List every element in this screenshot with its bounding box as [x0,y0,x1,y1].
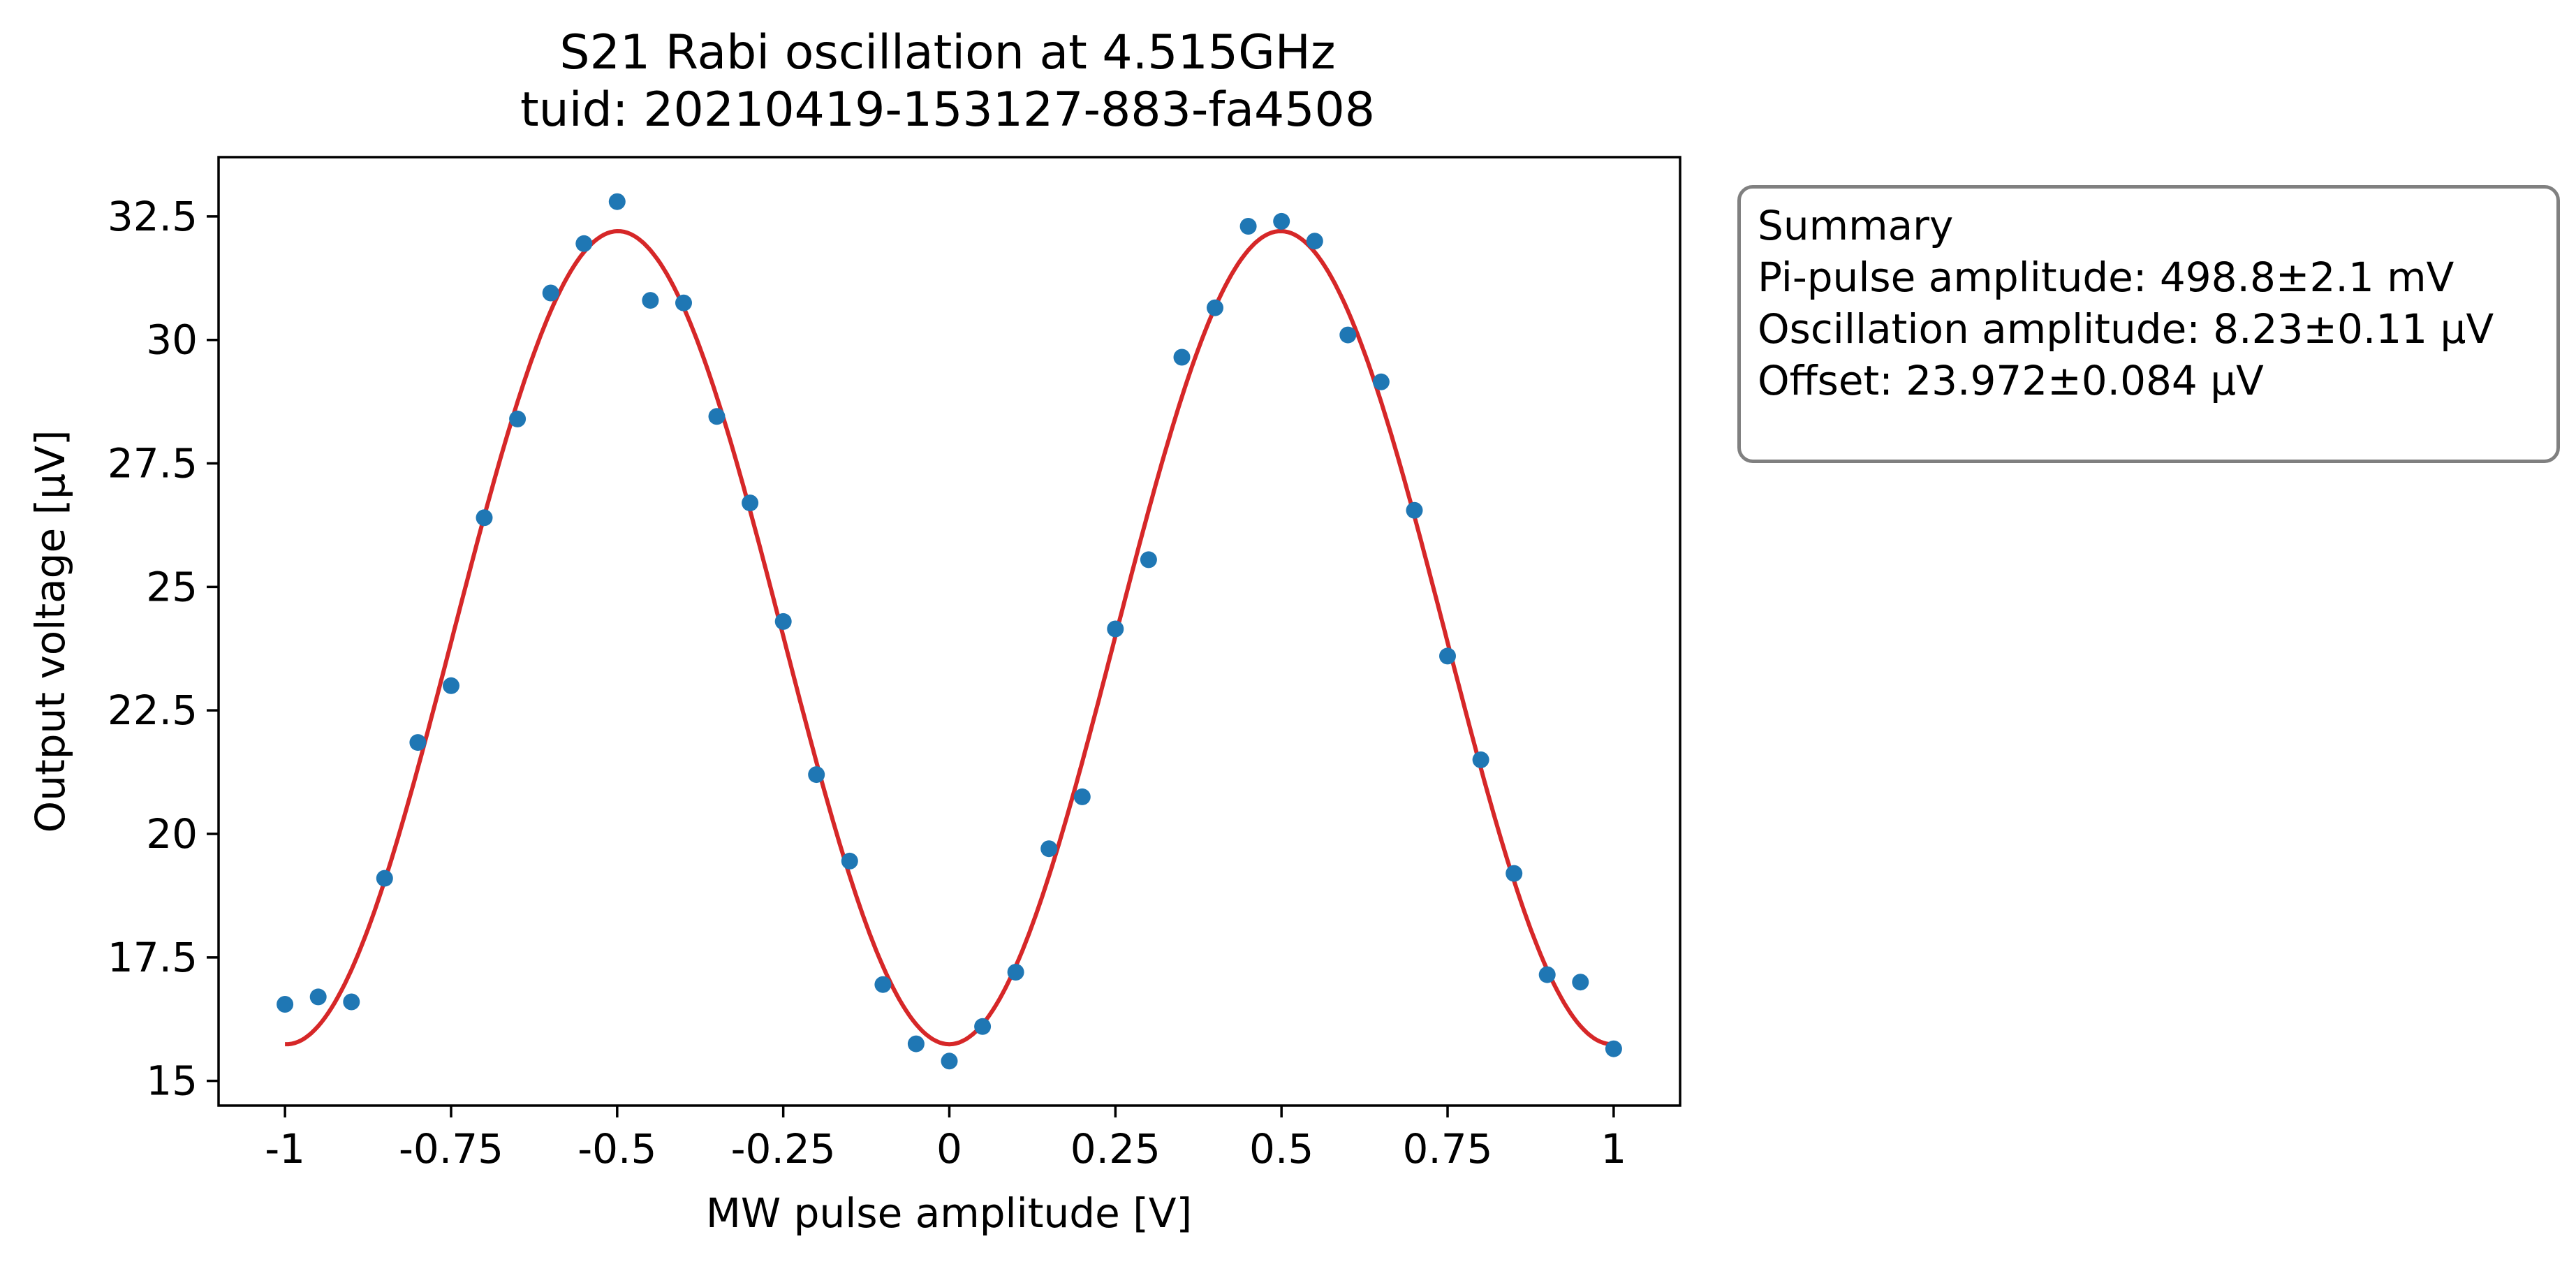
summary-oscillation: Oscillation amplitude: 8.23±0.11 μV [1758,305,2494,353]
chart-title: S21 Rabi oscillation at 4.515GHz [559,25,1335,80]
data-point [1372,373,1390,390]
y-tick-label: 25 [146,563,198,610]
data-point [1472,751,1489,768]
x-tick-label: -0.5 [577,1125,656,1173]
data-point [608,193,626,210]
data-point [941,1052,958,1070]
data-point [509,410,527,427]
summary-pi-pulse: Pi-pulse amplitude: 498.8±2.1 mV [1758,254,2454,301]
y-tick-label: 17.5 [108,934,198,981]
data-point [1140,551,1157,569]
y-axis-label: Output voltage [μV] [27,430,74,833]
fit-curve [285,229,1614,1047]
data-point [642,292,659,309]
x-tick-label: -1 [265,1125,305,1173]
plot-frame [217,156,1681,1107]
data-point [476,509,493,527]
x-tick-label: -0.75 [399,1125,503,1173]
data-point [1173,349,1191,366]
data-point [409,734,427,751]
data-point [808,766,825,784]
data-point [1207,299,1223,316]
data-point [1439,647,1456,665]
x-tick-label: 0 [936,1125,962,1173]
data-point [1339,326,1357,344]
data-point [1073,788,1091,805]
x-tick-label: 0.5 [1249,1125,1313,1173]
data-point [1605,1040,1622,1057]
summary-heading: Summary [1758,202,1954,249]
data-point [1506,865,1523,882]
data-point [708,408,726,425]
data-point [1306,233,1323,250]
data-point [1406,501,1423,519]
x-tick-label: 0.25 [1070,1125,1161,1173]
x-tick-label: 1 [1600,1125,1626,1173]
data-point [774,613,792,630]
y-tick-label: 22.5 [108,687,198,734]
data-point [974,1018,992,1035]
x-axis-label: MW pulse amplitude [V] [706,1189,1192,1237]
data-point [841,852,858,870]
y-tick-label: 15 [146,1057,198,1105]
summary-offset: Offset: 23.972±0.084 μV [1758,357,2264,404]
summary-box: Summary Pi-pulse amplitude: 498.8±2.1 mV… [1737,185,2560,463]
data-points [277,193,1622,1070]
data-point [309,988,327,1006]
chart-subtitle: tuid: 20210419-153127-883-fa4508 [520,82,1375,138]
data-point [575,235,593,252]
x-tick-label: 0.75 [1402,1125,1492,1173]
y-tick-label: 20 [146,810,198,858]
data-point [376,870,393,887]
y-tick-label: 32.5 [108,193,198,240]
data-point [742,494,759,512]
data-point [277,996,294,1013]
data-point [874,976,892,993]
data-point [675,294,692,311]
data-point [343,993,360,1011]
data-point [907,1035,925,1052]
data-point [443,677,459,694]
y-axis: 15 17.5 20 22.5 25 27.5 30 32.5 [108,193,219,1105]
data-point [1572,974,1589,991]
data-point [542,284,559,302]
data-point [1538,966,1556,983]
y-tick-label: 30 [146,316,198,364]
x-tick-label: -0.25 [731,1125,836,1173]
data-point [1273,212,1290,230]
data-point [1007,964,1024,981]
y-tick-label: 27.5 [108,440,198,487]
x-axis: -1 -0.75 -0.5 -0.25 0 0.25 0.5 0.75 1 [265,1106,1626,1173]
data-point [1040,840,1058,858]
data-point [1239,218,1257,235]
data-point [1107,620,1124,638]
